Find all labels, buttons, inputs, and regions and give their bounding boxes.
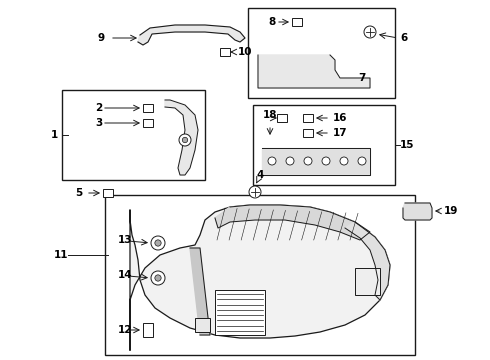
Bar — [277, 114, 287, 122]
Bar — [303, 129, 313, 137]
Text: 3: 3 — [95, 118, 102, 128]
Bar — [62, 90, 205, 180]
Text: 18: 18 — [263, 110, 277, 120]
Polygon shape — [215, 205, 370, 240]
Bar — [143, 119, 153, 127]
Bar — [303, 114, 313, 122]
Bar — [195, 318, 210, 332]
Text: 5: 5 — [75, 188, 82, 198]
Polygon shape — [165, 100, 198, 175]
Bar — [215, 290, 265, 335]
Text: 2: 2 — [95, 103, 102, 113]
Polygon shape — [403, 203, 432, 220]
Circle shape — [286, 157, 294, 165]
Bar — [248, 8, 395, 98]
Text: 10: 10 — [238, 47, 252, 57]
Circle shape — [151, 271, 165, 285]
Bar — [253, 105, 395, 185]
Bar — [220, 48, 230, 56]
Bar — [355, 268, 380, 295]
Bar — [143, 104, 153, 112]
Text: 1: 1 — [51, 130, 58, 140]
Circle shape — [304, 157, 312, 165]
Text: 17: 17 — [333, 128, 347, 138]
Text: 11: 11 — [53, 250, 68, 260]
Text: 15: 15 — [400, 140, 415, 150]
Polygon shape — [130, 205, 390, 350]
Circle shape — [364, 26, 376, 38]
Circle shape — [155, 275, 161, 281]
Circle shape — [182, 137, 188, 143]
Bar — [103, 189, 113, 197]
Polygon shape — [262, 148, 370, 175]
Polygon shape — [345, 222, 390, 300]
Circle shape — [155, 240, 161, 246]
Text: 7: 7 — [358, 73, 366, 83]
Text: 8: 8 — [268, 17, 275, 27]
Text: 14: 14 — [118, 270, 133, 280]
Polygon shape — [138, 25, 245, 45]
Text: 19: 19 — [444, 206, 458, 216]
Circle shape — [358, 157, 366, 165]
Text: 4: 4 — [256, 170, 264, 180]
Bar — [292, 18, 302, 26]
Text: 6: 6 — [400, 33, 407, 43]
Circle shape — [179, 134, 191, 146]
Bar — [143, 323, 153, 337]
Polygon shape — [258, 55, 370, 88]
Text: 13: 13 — [118, 235, 132, 245]
Circle shape — [268, 157, 276, 165]
Circle shape — [151, 236, 165, 250]
Circle shape — [249, 186, 261, 198]
Text: 12: 12 — [118, 325, 132, 335]
Text: 9: 9 — [98, 33, 105, 43]
Bar — [105, 195, 415, 355]
Polygon shape — [190, 248, 210, 335]
Circle shape — [340, 157, 348, 165]
Text: 16: 16 — [333, 113, 347, 123]
Circle shape — [322, 157, 330, 165]
